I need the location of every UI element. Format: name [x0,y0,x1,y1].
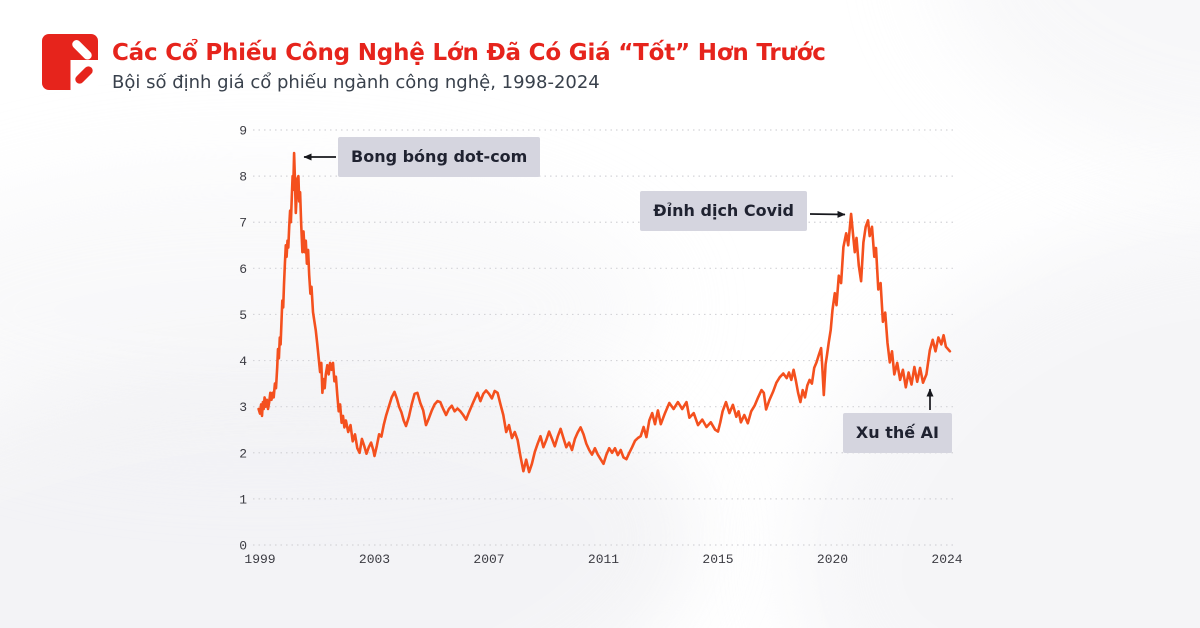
svg-text:4: 4 [239,354,247,369]
svg-text:2: 2 [239,446,247,461]
svg-text:2011: 2011 [588,552,619,567]
svg-text:2007: 2007 [473,552,504,567]
y-axis-labels: 0 1 2 3 4 5 6 7 8 9 [239,124,247,554]
svg-text:1999: 1999 [244,552,275,567]
page-title: Các Cổ Phiếu Công Nghệ Lớn Đã Có Giá “Tố… [112,40,826,66]
x-axis-labels: 1999 2003 2007 2011 2015 2020 2024 [244,552,962,567]
page-subtitle: Bội số định giá cổ phiếu ngành công nghệ… [112,72,600,93]
annotation-dotcom-bubble: Bong bóng dot-com [338,137,541,177]
svg-text:5: 5 [239,308,247,323]
svg-text:7: 7 [239,216,247,231]
svg-text:6: 6 [239,262,247,277]
annotation-ai-trend: Xu thế AI [842,413,952,453]
covid-arrow [809,210,846,218]
svg-text:0: 0 [239,539,247,554]
svg-text:9: 9 [239,124,247,139]
gridlines [253,129,953,546]
svg-text:8: 8 [239,170,247,185]
svg-text:2003: 2003 [359,552,390,567]
annotation-arrows [303,153,934,410]
svg-text:1: 1 [239,492,247,507]
svg-text:2024: 2024 [931,552,962,567]
svg-text:2015: 2015 [702,552,733,567]
brand-logo-icon [42,34,98,90]
valuation-line-series [257,151,952,474]
svg-text:2020: 2020 [817,552,848,567]
annotation-covid-peak: Đỉnh dịch Covid [640,191,807,231]
svg-text:3: 3 [239,400,247,415]
